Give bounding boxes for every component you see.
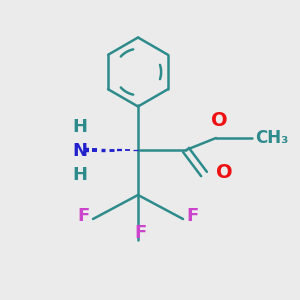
- Text: H: H: [72, 118, 87, 136]
- Text: F: F: [135, 224, 147, 242]
- Text: F: F: [78, 207, 90, 225]
- Text: O: O: [211, 112, 227, 130]
- Text: F: F: [186, 207, 198, 225]
- Text: N: N: [72, 142, 87, 160]
- Text: CH₃: CH₃: [255, 129, 288, 147]
- Text: O: O: [216, 163, 232, 182]
- Text: H: H: [72, 167, 87, 184]
